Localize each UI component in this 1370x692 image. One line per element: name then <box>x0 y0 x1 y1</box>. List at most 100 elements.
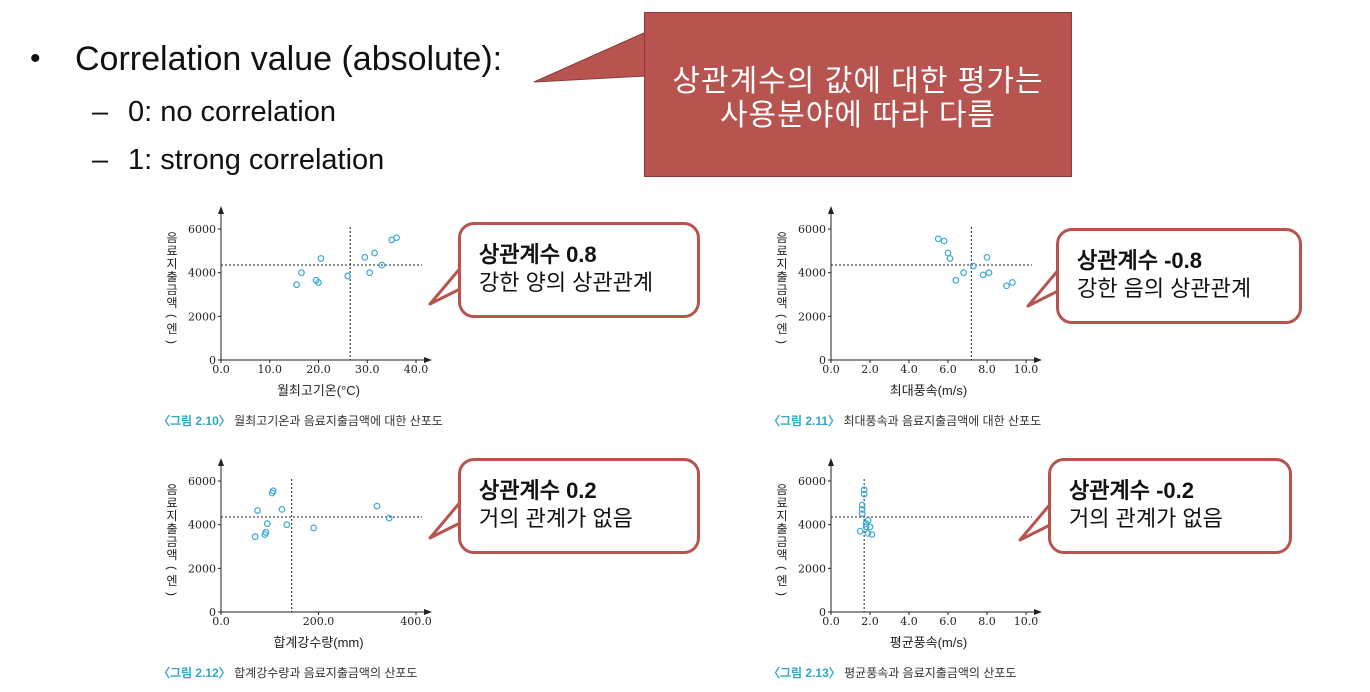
bullet-main-text: Correlation value (absolute): <box>75 40 503 78</box>
x-tick-label: 0.0 <box>822 363 840 376</box>
y-axis-label-char: 액 <box>166 548 177 562</box>
y-axis-arrow <box>218 206 224 214</box>
caption-fig-number: 〈그림 2.13〉 <box>768 666 841 680</box>
y-axis-label-char: 엔 <box>166 322 177 336</box>
caption-fig-2-13: 〈그림 2.13〉 평균풍속과 음료지출금액의 산포도 <box>768 664 1016 681</box>
data-point <box>393 234 400 242</box>
sub-bullet-dash: – <box>92 96 109 128</box>
data-point <box>862 523 870 531</box>
y-tick-label: 2000 <box>188 562 216 575</box>
x-tick-label: 20.0 <box>306 363 331 376</box>
data-point <box>371 249 378 257</box>
y-axis-label-char: 음 <box>166 231 177 245</box>
y-axis-label-char: 액 <box>776 548 787 562</box>
y-axis-label-char: 금 <box>166 535 177 549</box>
y-axis-label-char: 출 <box>166 270 177 284</box>
x-tick-label: 0.0 <box>822 615 840 628</box>
callout-line-1: 상관계수의 값에 대한 평가는 <box>672 65 1044 98</box>
caption-text: 월최고기온과 음료지출금액에 대한 산포도 <box>234 414 443 428</box>
caption-fig-number: 〈그림 2.12〉 <box>158 666 231 680</box>
x-tick-label: 0.0 <box>212 615 230 628</box>
sub-bullet-1: –1: strong correlation <box>92 144 384 177</box>
data-point <box>858 505 866 513</box>
data-point <box>940 237 948 245</box>
y-tick-label: 4000 <box>188 267 216 280</box>
caption-fig-number: 〈그림 2.11〉 <box>768 414 841 428</box>
x-axis-arrow <box>1034 357 1042 363</box>
y-tick-label: 0 <box>209 354 216 367</box>
data-point <box>263 520 271 527</box>
bubble-title: 상관계수 -0.2 <box>1069 478 1194 503</box>
sub-bullet-text: 0: no correlation <box>128 96 336 128</box>
bubble-title: 상관계수 -0.8 <box>1077 248 1202 273</box>
x-tick-label: 10.0 <box>1014 615 1039 628</box>
y-axis-label-char: ( <box>775 566 789 570</box>
y-axis-label-char: 지 <box>776 509 787 523</box>
data-point <box>378 261 386 269</box>
bubble-text: 강한 음의 상관관계 <box>1077 276 1252 301</box>
data-point <box>860 490 868 498</box>
data-point <box>262 528 270 536</box>
data-point <box>864 529 872 537</box>
correlation-bubble-neg-0-2: 상관계수 -0.2 거의 관계가 없음 <box>1048 458 1292 554</box>
data-point <box>864 516 872 524</box>
data-point <box>361 253 369 261</box>
data-point <box>960 269 968 277</box>
sub-bullet-0: –0: no correlation <box>92 96 336 129</box>
y-axis-label-char: 료 <box>776 496 787 510</box>
y-axis-label-char: 료 <box>776 244 787 258</box>
y-tick-label: 6000 <box>188 475 216 488</box>
data-point <box>269 487 277 495</box>
data-point <box>254 507 261 514</box>
y-tick-label: 6000 <box>188 223 216 236</box>
x-tick-label: 8.0 <box>978 615 996 628</box>
y-axis-label-char: ( <box>165 314 179 318</box>
data-point <box>293 281 300 289</box>
y-tick-label: 4000 <box>798 267 826 280</box>
bubble-title: 상관계수 0.8 <box>479 242 597 267</box>
y-axis-label-char: 료 <box>166 244 177 258</box>
scatter-panel-avg-wind: 0.0 2.0 4.0 6.0 8.0 10.0 0 2000 4000 6000 평균풍속(m/s… <box>760 452 1240 672</box>
data-point <box>969 262 977 270</box>
x-tick-label: 4.0 <box>900 615 918 628</box>
data-point <box>858 510 866 518</box>
x-tick-label: 4.0 <box>900 363 918 376</box>
y-axis-label-char: ) <box>165 340 179 344</box>
data-point <box>310 524 318 532</box>
y-axis-label-char: 출 <box>166 522 177 536</box>
x-tick-label: 10.0 <box>258 363 283 376</box>
sub-bullet-dash: – <box>92 144 109 176</box>
scatter-panel-rainfall: 0.0 200.0 400.0 0 2000 4000 6000 합계강수량(mm) 음 료 지 출 금… <box>150 452 630 672</box>
y-axis-label-char: 엔 <box>776 322 787 336</box>
data-point <box>373 502 381 510</box>
scatter-chart: 0.0 2.0 4.0 6.0 8.0 10.0 0 2000 4000 6000 평균풍속(m/s… <box>775 458 1042 650</box>
y-axis-label-char: 출 <box>776 270 787 284</box>
x-tick-label: 40.0 <box>404 363 429 376</box>
y-axis-label-char: ) <box>165 592 179 596</box>
caption-text: 최대풍속과 음료지출금액에 대한 산포도 <box>843 414 1042 428</box>
y-tick-label: 0 <box>819 354 826 367</box>
caption-fig-2-11: 〈그림 2.11〉 최대풍속과 음료지출금액에 대한 산포도 <box>768 412 1041 429</box>
x-tick-label: 8.0 <box>978 363 996 376</box>
data-point <box>866 523 874 531</box>
x-tick-label: 0.0 <box>212 363 230 376</box>
scatter-panel-temperature: 0.0 10.0 20.0 30.0 40.0 0 2000 4000 6000 월최고기온(°C… <box>150 200 630 420</box>
caption-text: 평균풍속과 음료지출금액의 산포도 <box>844 666 1017 680</box>
x-tick-label: 2.0 <box>861 615 879 628</box>
y-axis-label-char: 출 <box>776 522 787 536</box>
y-axis-label-char: 료 <box>166 496 177 510</box>
scatter-chart: 0.0 2.0 4.0 6.0 8.0 10.0 0 2000 4000 6000 최대풍속(m/s… <box>775 206 1042 398</box>
y-tick-label: 6000 <box>798 223 826 236</box>
y-axis-label-char: 금 <box>776 535 787 549</box>
y-tick-label: 2000 <box>798 310 826 323</box>
x-axis-arrow <box>424 357 432 363</box>
data-point <box>1008 279 1016 286</box>
y-tick-label: 6000 <box>798 475 826 488</box>
bullet-dot: • <box>30 42 41 75</box>
x-axis-arrow <box>1034 609 1042 615</box>
y-axis-arrow <box>828 458 834 466</box>
y-tick-label: 0 <box>819 606 826 619</box>
data-point <box>946 255 954 262</box>
x-axis-label: 합계강수량(mm) <box>273 635 363 650</box>
y-axis-label-char: 액 <box>166 296 177 310</box>
